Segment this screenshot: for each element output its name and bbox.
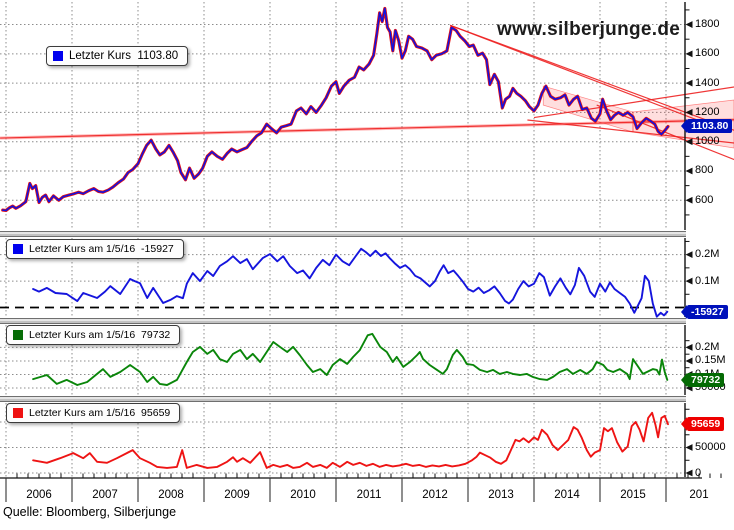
short-position-panel-grid	[0, 403, 685, 477]
x-axis-label: 2006	[26, 489, 52, 501]
legend-net-label: Letzter Kurs am 1/5/16 -15927	[29, 243, 174, 255]
short-position-panel-series	[32, 411, 669, 469]
x-axis-label: 2012	[422, 489, 448, 501]
y-axis-label: 0.2M	[695, 248, 720, 261]
gold-price-panel-y-axis	[684, 2, 693, 230]
legend-price-swatch	[53, 51, 63, 61]
legend-short-swatch	[13, 408, 23, 418]
legend-short-position: Letzter Kurs am 1/5/16 95659	[6, 403, 181, 423]
panel-splitter-3[interactable]	[0, 396, 686, 402]
legend-price: Letzter Kurs 1103.80	[46, 46, 189, 66]
y-axis-label: 1400	[695, 76, 720, 89]
y-axis-label: 800	[695, 164, 714, 177]
x-axis	[0, 473, 722, 502]
y-axis-label: 50000	[695, 441, 726, 454]
legend-price-label: Letzter Kurs 1103.80	[69, 50, 179, 62]
last-net-badge: -15927	[687, 304, 728, 319]
x-axis-label: 2009	[224, 489, 250, 501]
x-axis-label: 2015	[620, 489, 646, 501]
panel-splitter-1[interactable]	[0, 231, 686, 237]
y-axis-label: 600	[695, 193, 714, 206]
legend-short-label: Letzter Kurs am 1/5/16 95659	[29, 407, 171, 419]
gold-price-panel-trend-lines	[0, 24, 734, 161]
y-axis-label: 1800	[695, 18, 720, 31]
y-axis-label: 1000	[695, 135, 720, 148]
x-axis-label: 2010	[290, 489, 316, 501]
legend-long-swatch	[13, 330, 23, 340]
x-axis-label: 2011	[356, 489, 382, 501]
y-axis-label: 0.15M	[695, 354, 726, 367]
x-axis-label: 2014	[554, 489, 580, 501]
panel-splitter-2[interactable]	[0, 318, 686, 324]
short-position-panel-y-axis	[684, 403, 693, 477]
y-axis-label: 1200	[695, 105, 720, 118]
x-axis-label: 2008	[158, 489, 184, 501]
legend-long-position: Letzter Kurs am 1/5/16 79732	[6, 325, 181, 345]
source-label: Quelle: Bloomberg, Silberjunge	[3, 505, 177, 519]
y-axis-label: 0	[695, 466, 702, 479]
x-axis-label: 2007	[92, 489, 118, 501]
last-long-badge: 79732	[687, 372, 725, 387]
legend-long-label: Letzter Kurs am 1/5/16 79732	[29, 329, 171, 341]
net-position-panel-series	[32, 247, 669, 318]
x-axis-label: 201	[689, 489, 709, 501]
last-price-badge: 1103.80	[687, 119, 733, 134]
watermark: www.silberjunge.de	[497, 19, 681, 40]
legend-net-position: Letzter Kurs am 1/5/16 -15927	[6, 239, 184, 259]
y-axis-label: 1600	[695, 47, 720, 60]
x-axis-label: 2013	[488, 489, 514, 501]
gold-price-panel-series	[1, 6, 670, 213]
last-short-badge: 95659	[687, 417, 725, 432]
long-position-panel-series	[32, 332, 669, 386]
y-axis-label: 0.1M	[695, 274, 720, 287]
y-axis-label: 0.2M	[695, 340, 720, 353]
legend-net-swatch	[13, 244, 23, 254]
